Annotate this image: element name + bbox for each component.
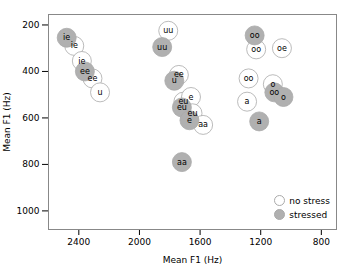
- html-text:stressed: stressed: [289, 209, 328, 220]
- svg-text:oe: oe: [277, 44, 287, 53]
- svg-text:ie: ie: [71, 41, 78, 50]
- svg-text:o: o: [270, 79, 276, 89]
- svg-text:eu: eu: [177, 103, 187, 112]
- svg-text:u: u: [97, 88, 102, 97]
- svg-text:800: 800: [313, 237, 330, 247]
- html-text:no stress: no stress: [289, 195, 330, 206]
- svg-text:400: 400: [22, 66, 39, 76]
- svg-text:e: e: [189, 93, 194, 102]
- svg-text:oo: oo: [269, 88, 279, 97]
- svg-text:eu: eu: [178, 97, 189, 107]
- svg-text:ee: ee: [173, 70, 184, 80]
- svg-text:u: u: [172, 76, 177, 85]
- svg-text:600: 600: [22, 113, 39, 123]
- svg-text:a: a: [257, 117, 262, 126]
- svg-text:aa: aa: [177, 158, 187, 167]
- svg-text:oo: oo: [244, 74, 254, 83]
- svg-text:1200: 1200: [249, 237, 272, 247]
- svg-text:oo: oo: [251, 45, 261, 54]
- svg-text:a: a: [245, 97, 250, 106]
- svg-text:ee: ee: [87, 74, 98, 83]
- svg-text:2000: 2000: [128, 237, 151, 247]
- svg-text:ee: ee: [80, 67, 90, 76]
- svg-text:200: 200: [22, 20, 39, 30]
- svg-text:Mean F1 (Hz): Mean F1 (Hz): [2, 92, 12, 152]
- svg-text:uu: uu: [157, 43, 167, 52]
- svg-text:2400: 2400: [67, 237, 90, 247]
- svg-text:e: e: [187, 116, 192, 125]
- svg-text:aa: aa: [198, 120, 208, 129]
- svg-text:ie: ie: [63, 33, 70, 42]
- svg-text:800: 800: [22, 159, 39, 169]
- svg-text:ie: ie: [78, 57, 85, 66]
- svg-text:oo: oo: [250, 31, 260, 40]
- svg-text:Mean F1 (Hz): Mean F1 (Hz): [163, 255, 223, 265]
- svg-text:1000: 1000: [17, 206, 40, 216]
- svg-text:eu: eu: [187, 108, 198, 118]
- svg-text:uu: uu: [163, 26, 173, 35]
- svg-text:o: o: [281, 93, 286, 102]
- svg-text:1600: 1600: [189, 237, 212, 247]
